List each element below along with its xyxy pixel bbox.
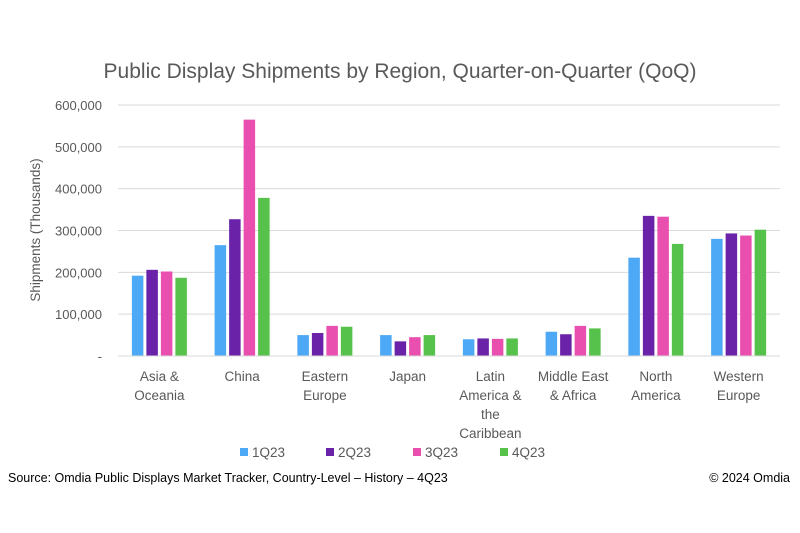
bar (642, 215, 655, 356)
x-tick-label: Oceania (134, 388, 185, 403)
bar (506, 338, 518, 356)
y-tick-label: 100,000 (55, 307, 102, 322)
bar (214, 245, 227, 356)
y-tick-label: 200,000 (55, 265, 102, 280)
x-tick-label: & Africa (550, 388, 597, 403)
bar (243, 119, 256, 357)
bar (258, 197, 270, 356)
y-tick-label: 300,000 (55, 224, 102, 239)
y-tick-label: 600,000 (55, 98, 102, 113)
x-axis-labels: Asia & Oceania China Eastern Europe Japan Lati… (134, 369, 763, 441)
bar (725, 233, 738, 356)
bar (740, 235, 752, 356)
bar (380, 335, 392, 356)
y-tick-label: 400,000 (55, 182, 102, 197)
source-note: Source: Omdia Public Displays Market Tra… (8, 471, 448, 485)
x-tick-label: Eastern (302, 369, 349, 384)
y-axis-ticks: - 100,000 200,000 300,000 400,000 500,000 600,… (55, 98, 102, 364)
x-tick-label: Caribbean (459, 426, 521, 441)
bar (477, 338, 489, 356)
bar (657, 216, 669, 356)
legend-swatch (500, 448, 508, 456)
bar (754, 229, 767, 356)
bar (671, 243, 684, 356)
bar (160, 271, 173, 356)
bar (560, 334, 572, 356)
bar (574, 325, 587, 356)
x-tick-label: Asia & (140, 369, 179, 384)
bars (131, 119, 767, 357)
legend-label: 4Q23 (512, 445, 545, 460)
legend: 1Q23 2Q23 3Q23 4Q23 (240, 445, 545, 460)
legend-swatch (326, 448, 334, 456)
copyright-note: © 2024 Omdia (709, 471, 790, 485)
x-tick-label: Europe (717, 388, 761, 403)
bar (326, 325, 338, 356)
x-tick-label: America & (459, 388, 521, 403)
x-tick-label: Latin (476, 369, 505, 384)
legend-label: 2Q23 (338, 445, 371, 460)
gridlines (118, 104, 780, 315)
bar (311, 332, 324, 356)
bar (131, 275, 144, 356)
bar (628, 257, 640, 356)
y-tick-label: - (98, 349, 102, 364)
bar (340, 326, 353, 356)
bar (297, 335, 309, 356)
bar (409, 337, 421, 356)
legend-swatch (413, 448, 421, 456)
bar (545, 331, 558, 356)
x-tick-label: Middle East (538, 369, 609, 384)
bar (423, 335, 436, 356)
bar (491, 338, 504, 356)
bar (394, 341, 407, 356)
bar (589, 328, 601, 356)
x-tick-label: Japan (389, 369, 426, 384)
legend-label: 1Q23 (252, 445, 285, 460)
bar (146, 269, 158, 356)
x-tick-label: the (481, 407, 500, 422)
legend-swatch (240, 448, 248, 456)
x-tick-label: Western (714, 369, 764, 384)
bar (462, 339, 475, 356)
chart-title: Public Display Shipments by Region, Quar… (104, 60, 697, 83)
bar (711, 238, 723, 356)
bar (175, 277, 187, 356)
x-tick-label: China (224, 369, 260, 384)
x-tick-label: North (639, 369, 672, 384)
y-axis-title: Shipments (Thousands) (28, 158, 43, 301)
x-tick-label: Europe (303, 388, 347, 403)
legend-label: 3Q23 (425, 445, 458, 460)
x-tick-label: America (631, 388, 681, 403)
y-tick-label: 500,000 (55, 140, 102, 155)
bar (229, 219, 241, 356)
